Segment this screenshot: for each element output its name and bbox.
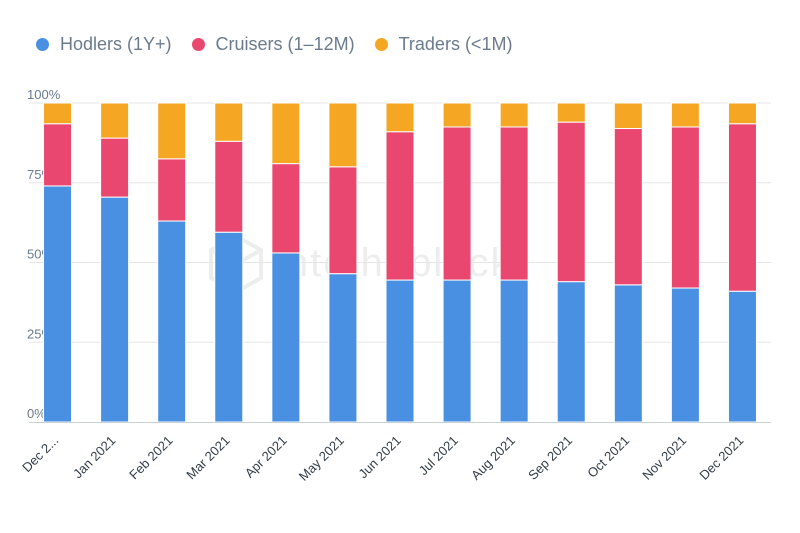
x-tick-label: Jul 2021 [416, 433, 461, 478]
bar-segment-traders [328, 102, 358, 168]
bar-segment-traders [271, 102, 301, 165]
bar-segment-traders [385, 102, 415, 133]
y-tick-label: 100% [27, 87, 61, 102]
legend-item-cruisers[interactable]: Cruisers (1–12M) [191, 34, 355, 55]
bar-segment-hodlers [727, 290, 757, 423]
bar-segment-hodlers [442, 279, 472, 423]
bar-segment-cruisers [613, 128, 643, 286]
legend-marker-hodlers [36, 38, 49, 51]
bar-segment-cruisers [100, 137, 130, 198]
bar-segment-hodlers [385, 279, 415, 423]
bar-segment-cruisers [442, 126, 472, 281]
bar-segment-hodlers [670, 287, 700, 423]
bar-segment-cruisers [556, 121, 586, 283]
bar-segment-cruisers [157, 158, 187, 222]
bar-segment-traders [214, 102, 244, 142]
x-tick-label: Apr 2021 [242, 433, 290, 481]
x-tick-label: Feb 2021 [126, 433, 175, 482]
bar-segment-hodlers [499, 279, 529, 423]
bar-segment-hodlers [157, 220, 187, 423]
legend-item-hodlers[interactable]: Hodlers (1Y+) [36, 34, 172, 55]
y-tick-label: 0% [27, 406, 46, 421]
x-tick-label: Dec 2... [19, 433, 61, 475]
bar-segment-traders [556, 102, 586, 123]
x-tick-label: May 2021 [296, 433, 347, 484]
legend-marker-traders [374, 38, 388, 51]
bar-segment-cruisers [271, 163, 301, 254]
bar-segment-hodlers [43, 185, 73, 423]
bar-segment-hodlers [613, 284, 643, 423]
bar-segment-hodlers [100, 196, 130, 423]
bar-segment-cruisers [727, 123, 757, 292]
bar-segment-cruisers [670, 126, 700, 289]
bar-segment-traders [442, 102, 472, 128]
bar-segment-traders [727, 102, 757, 125]
bar-segment-hodlers [214, 231, 244, 423]
bar-segment-traders [670, 102, 700, 128]
bar-segment-cruisers [328, 166, 358, 275]
bar-segment-traders [157, 102, 187, 160]
bar-segment-hodlers [556, 281, 586, 423]
bar-segment-hodlers [328, 273, 358, 423]
x-tick-label: Jun 2021 [355, 433, 403, 481]
legend-label-hodlers: Hodlers (1Y+) [60, 34, 172, 54]
bar-segment-traders [613, 102, 643, 130]
bar-segment-traders [100, 102, 130, 139]
legend-marker-cruisers [191, 38, 205, 51]
legend-item-traders[interactable]: Traders (<1M) [374, 34, 513, 55]
x-tick-label: Nov 2021 [639, 433, 689, 483]
bar-segment-cruisers [214, 140, 244, 233]
bar-segment-traders [43, 102, 73, 125]
bar-segment-cruisers [385, 131, 415, 281]
x-tick-label: Jan 2021 [70, 433, 118, 481]
bar-segment-cruisers [499, 126, 529, 281]
x-tick-label: Mar 2021 [183, 433, 232, 482]
x-tick-label: Aug 2021 [468, 433, 518, 483]
bar-segment-traders [499, 102, 529, 128]
legend-label-cruisers: Cruisers (1–12M) [215, 34, 355, 54]
bar-segment-hodlers [271, 252, 301, 423]
x-tick-label: Oct 2021 [584, 433, 632, 481]
legend-label-traders: Traders (<1M) [398, 34, 513, 54]
x-tick-label: Sep 2021 [525, 433, 575, 483]
x-tick-label: Dec 2021 [696, 433, 746, 483]
chart-legend: Hodlers (1Y+) Cruisers (1–12M) Traders (… [36, 34, 532, 55]
bar-segment-cruisers [43, 123, 73, 187]
